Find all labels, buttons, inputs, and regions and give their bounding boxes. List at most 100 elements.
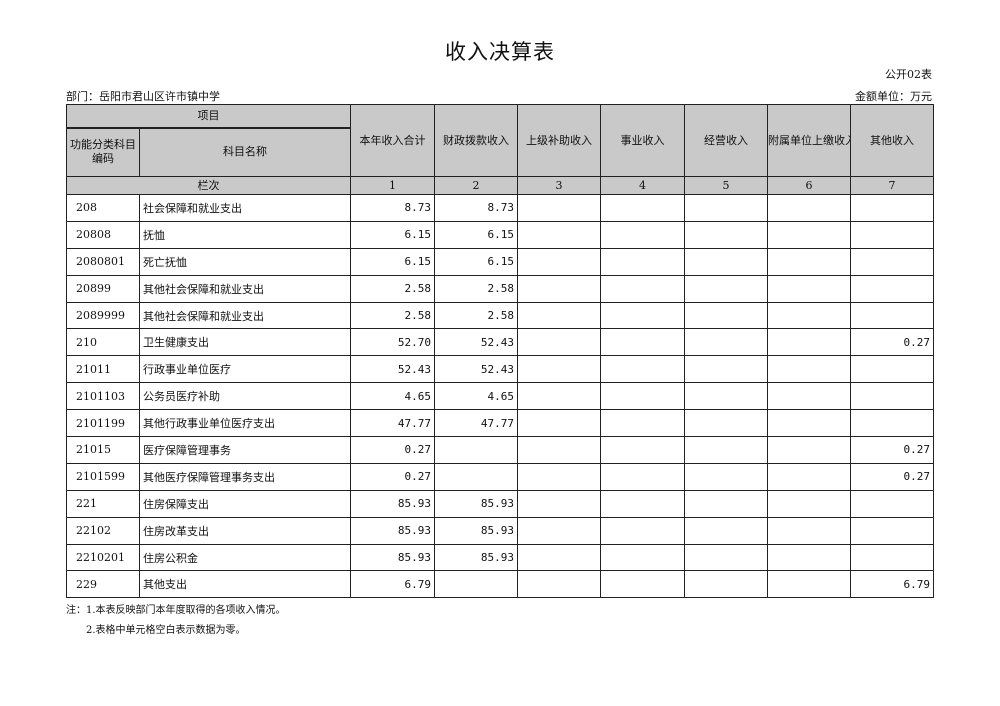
form-number: 公开02表: [885, 68, 932, 81]
amount-cell: [684, 516, 768, 545]
amount-cell: 85.93: [434, 516, 518, 545]
amount-cell: 52.70: [350, 328, 435, 357]
amount-cell: [767, 301, 851, 330]
header-code: 功能分类科目编码: [66, 127, 140, 177]
amount-cell: [517, 328, 601, 357]
amount-cell: [517, 436, 601, 464]
header-name: 科目名称: [139, 127, 351, 177]
amount-cell: 0.27: [350, 436, 435, 464]
amount-cell: 0.27: [350, 462, 435, 491]
subject-code: 229: [66, 570, 140, 599]
amount-cell: 6.79: [850, 570, 934, 599]
header-item: 项目: [66, 104, 351, 129]
amount-cell: 6.79: [350, 570, 435, 599]
subject-name: 住房改革支出: [139, 516, 351, 545]
table-row: 2101599 其他医疗保障管理事务支出 0.27 0.27: [66, 462, 934, 491]
amount-cell: 52.43: [434, 328, 518, 357]
header-col-4: 事业收入: [600, 104, 685, 177]
table-row: 229 其他支出 6.79 6.79: [66, 570, 934, 599]
amount-cell: 52.43: [434, 355, 518, 384]
subject-code: 2210201: [66, 543, 140, 572]
col-number: 4: [600, 176, 685, 195]
subject-name: 其他支出: [139, 570, 351, 599]
amount-cell: 85.93: [434, 543, 518, 572]
amount-cell: [517, 570, 601, 599]
subject-code: 2080801: [66, 247, 140, 276]
amount-cell: [600, 543, 685, 572]
subject-code: 22102: [66, 516, 140, 545]
subject-name: 公务员医疗补助: [139, 382, 351, 411]
amount-cell: [684, 436, 768, 464]
amount-cell: [517, 247, 601, 276]
subject-code: 2089999: [66, 301, 140, 330]
table-row: 21015 医疗保障管理事务 0.27 0.27: [66, 436, 934, 464]
amount-cell: [600, 355, 685, 384]
table-row: 2210201 住房公积金 85.93 85.93: [66, 543, 934, 572]
amount-cell: [684, 409, 768, 438]
amount-cell: [684, 247, 768, 276]
income-table: 项目 本年收入合计 财政拨款收入 上级补助收入 事业收入 经营收入 附属单位上缴…: [66, 104, 934, 599]
amount-cell: [767, 220, 851, 249]
amount-cell: [517, 220, 601, 249]
amount-cell: [850, 382, 934, 411]
subject-name: 社会保障和就业支出: [139, 194, 351, 222]
subject-name: 住房公积金: [139, 543, 351, 572]
page-title: 收入决算表: [445, 40, 555, 64]
amount-cell: [767, 570, 851, 599]
col-number: 5: [684, 176, 768, 195]
amount-cell: 85.93: [350, 543, 435, 572]
amount-cell: [684, 462, 768, 491]
subject-name: 医疗保障管理事务: [139, 436, 351, 464]
amount-cell: [600, 516, 685, 545]
amount-cell: [767, 382, 851, 411]
col-number: 7: [850, 176, 934, 195]
amount-cell: 6.15: [434, 247, 518, 276]
amount-cell: [517, 355, 601, 384]
department-label: 部门：岳阳市君山区许市镇中学: [66, 90, 220, 103]
amount-cell: 4.65: [434, 382, 518, 411]
amount-cell: [600, 489, 685, 518]
amount-cell: [684, 301, 768, 330]
amount-cell: 2.58: [434, 301, 518, 330]
header-col-3: 上级补助收入: [517, 104, 601, 177]
amount-cell: [600, 274, 685, 303]
amount-cell: [684, 194, 768, 222]
subject-code: 208: [66, 194, 140, 222]
subject-code: 210: [66, 328, 140, 357]
amount-cell: [767, 274, 851, 303]
table-row: 2101103 公务员医疗补助 4.65 4.65: [66, 382, 934, 411]
amount-cell: [850, 543, 934, 572]
amount-unit: 金额单位：万元: [855, 90, 932, 103]
subject-code: 2101199: [66, 409, 140, 438]
table-row: 2080801 死亡抚恤 6.15 6.15: [66, 247, 934, 276]
amount-cell: 85.93: [434, 489, 518, 518]
amount-cell: [850, 247, 934, 276]
amount-cell: [517, 409, 601, 438]
amount-cell: [684, 570, 768, 599]
col-number: 2: [434, 176, 518, 195]
subject-name: 卫生健康支出: [139, 328, 351, 357]
amount-cell: 2.58: [434, 274, 518, 303]
subject-name: 死亡抚恤: [139, 247, 351, 276]
amount-cell: [434, 436, 518, 464]
amount-cell: [767, 489, 851, 518]
amount-cell: [850, 194, 934, 222]
amount-cell: [600, 462, 685, 491]
header-col-5: 经营收入: [684, 104, 768, 177]
header-row-label: 栏次: [66, 176, 351, 195]
amount-cell: [600, 194, 685, 222]
amount-cell: [684, 382, 768, 411]
header-col-2: 财政拨款收入: [434, 104, 518, 177]
amount-cell: [600, 247, 685, 276]
note-2: 2.表格中单元格空白表示数据为零。: [86, 625, 246, 636]
amount-cell: [767, 194, 851, 222]
table-row: 22102 住房改革支出 85.93 85.93: [66, 516, 934, 545]
amount-cell: [600, 436, 685, 464]
amount-cell: [434, 570, 518, 599]
amount-cell: [767, 543, 851, 572]
amount-cell: 47.77: [434, 409, 518, 438]
subject-name: 其他社会保障和就业支出: [139, 301, 351, 330]
header-col-6: 附属单位上缴收入: [767, 104, 851, 177]
table-row: 2089999 其他社会保障和就业支出 2.58 2.58: [66, 301, 934, 330]
subject-code: 21011: [66, 355, 140, 384]
